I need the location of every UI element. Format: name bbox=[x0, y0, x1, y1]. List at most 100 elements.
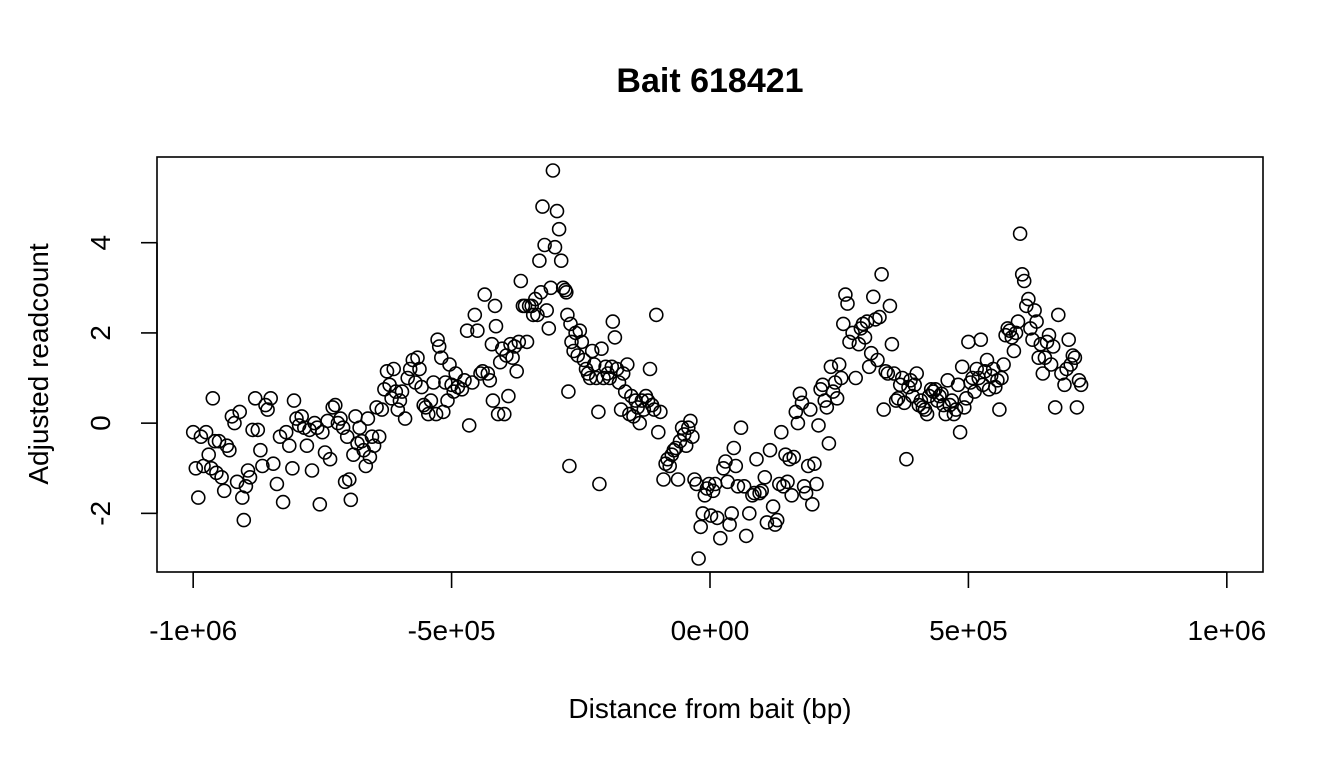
data-point bbox=[352, 420, 367, 436]
data-point bbox=[366, 438, 382, 454]
data-point bbox=[461, 418, 477, 433]
data-point bbox=[736, 478, 752, 494]
data-point bbox=[563, 316, 578, 332]
data-point bbox=[285, 460, 300, 476]
data-point bbox=[386, 361, 402, 377]
data-point bbox=[1051, 307, 1066, 323]
data-point bbox=[1029, 314, 1044, 329]
data-point bbox=[909, 366, 925, 381]
data-point bbox=[232, 404, 247, 420]
data-point bbox=[487, 298, 503, 314]
data-point bbox=[198, 424, 214, 440]
data-point bbox=[374, 402, 390, 417]
data-point bbox=[859, 314, 875, 329]
data-point bbox=[670, 472, 686, 487]
data-point bbox=[513, 273, 529, 289]
data-point bbox=[656, 472, 671, 487]
x-tick-label: 5e+05 bbox=[929, 615, 1008, 646]
data-point bbox=[263, 390, 279, 406]
data-point bbox=[780, 474, 795, 490]
data-point bbox=[410, 350, 425, 366]
data-point bbox=[662, 458, 678, 474]
data-point bbox=[838, 287, 853, 302]
data-point bbox=[798, 485, 814, 501]
data-point bbox=[1027, 303, 1042, 318]
data-point bbox=[420, 406, 436, 422]
data-point bbox=[1065, 348, 1081, 363]
data-point bbox=[724, 506, 740, 521]
data-point bbox=[205, 390, 221, 406]
data-point bbox=[996, 357, 1011, 372]
data-point bbox=[994, 370, 1009, 386]
data-point bbox=[1061, 332, 1076, 348]
data-point bbox=[388, 384, 404, 399]
data-point bbox=[1047, 400, 1063, 415]
data-point bbox=[394, 384, 410, 399]
data-point bbox=[402, 361, 418, 377]
data-point bbox=[776, 478, 791, 494]
y-tick-label: 2 bbox=[85, 325, 116, 341]
data-point bbox=[952, 424, 968, 440]
data-point bbox=[400, 370, 416, 386]
data-point bbox=[919, 406, 935, 422]
y-tick-label: 0 bbox=[85, 415, 116, 431]
data-point bbox=[364, 429, 380, 445]
data-point bbox=[454, 381, 470, 397]
data-point bbox=[377, 381, 392, 397]
data-point bbox=[811, 418, 826, 433]
x-tick-label: -5e+05 bbox=[408, 615, 496, 646]
data-point bbox=[1035, 366, 1051, 381]
data-point bbox=[238, 478, 254, 494]
data-point bbox=[695, 506, 711, 521]
data-point bbox=[1019, 298, 1034, 314]
data-point bbox=[683, 413, 698, 429]
data-point bbox=[592, 476, 607, 492]
data-point bbox=[240, 463, 256, 478]
data-point bbox=[948, 402, 964, 417]
data-point bbox=[831, 357, 847, 372]
data-point bbox=[602, 370, 618, 386]
data-point bbox=[535, 199, 550, 214]
data-point bbox=[339, 429, 355, 445]
data-point bbox=[561, 384, 576, 399]
data-point bbox=[473, 366, 488, 381]
data-point bbox=[615, 366, 631, 381]
y-axis-label: Adjusted readcount bbox=[23, 243, 54, 485]
data-point bbox=[423, 393, 439, 408]
data-point bbox=[745, 487, 760, 503]
data-point bbox=[584, 343, 600, 359]
data-point bbox=[605, 314, 621, 329]
data-point bbox=[551, 221, 567, 237]
data-point bbox=[558, 284, 574, 300]
data-point bbox=[255, 458, 270, 474]
data-point bbox=[269, 476, 285, 492]
data-point bbox=[325, 400, 341, 415]
data-point bbox=[784, 487, 800, 503]
data-point bbox=[335, 420, 351, 436]
data-point bbox=[680, 420, 696, 436]
data-point bbox=[741, 506, 757, 521]
data-point bbox=[1069, 400, 1085, 415]
data-point bbox=[693, 519, 709, 535]
data-point bbox=[819, 400, 835, 415]
data-point bbox=[607, 330, 623, 345]
y-axis: -2 0 2 4 bbox=[85, 235, 158, 526]
data-point bbox=[762, 442, 778, 458]
data-point bbox=[709, 510, 725, 526]
data-point bbox=[322, 451, 338, 467]
data-point bbox=[757, 469, 773, 485]
data-point bbox=[992, 402, 1007, 417]
data-point bbox=[216, 483, 232, 499]
data-point bbox=[650, 424, 666, 440]
data-point bbox=[1025, 332, 1040, 348]
data-point bbox=[934, 386, 949, 402]
data-point bbox=[840, 296, 855, 311]
data-point bbox=[973, 332, 989, 348]
data-point bbox=[790, 415, 806, 431]
data-point bbox=[533, 284, 549, 300]
data-point bbox=[537, 237, 552, 253]
x-tick-label: 1e+06 bbox=[1188, 615, 1267, 646]
data-point bbox=[477, 287, 493, 302]
data-point bbox=[722, 517, 737, 532]
